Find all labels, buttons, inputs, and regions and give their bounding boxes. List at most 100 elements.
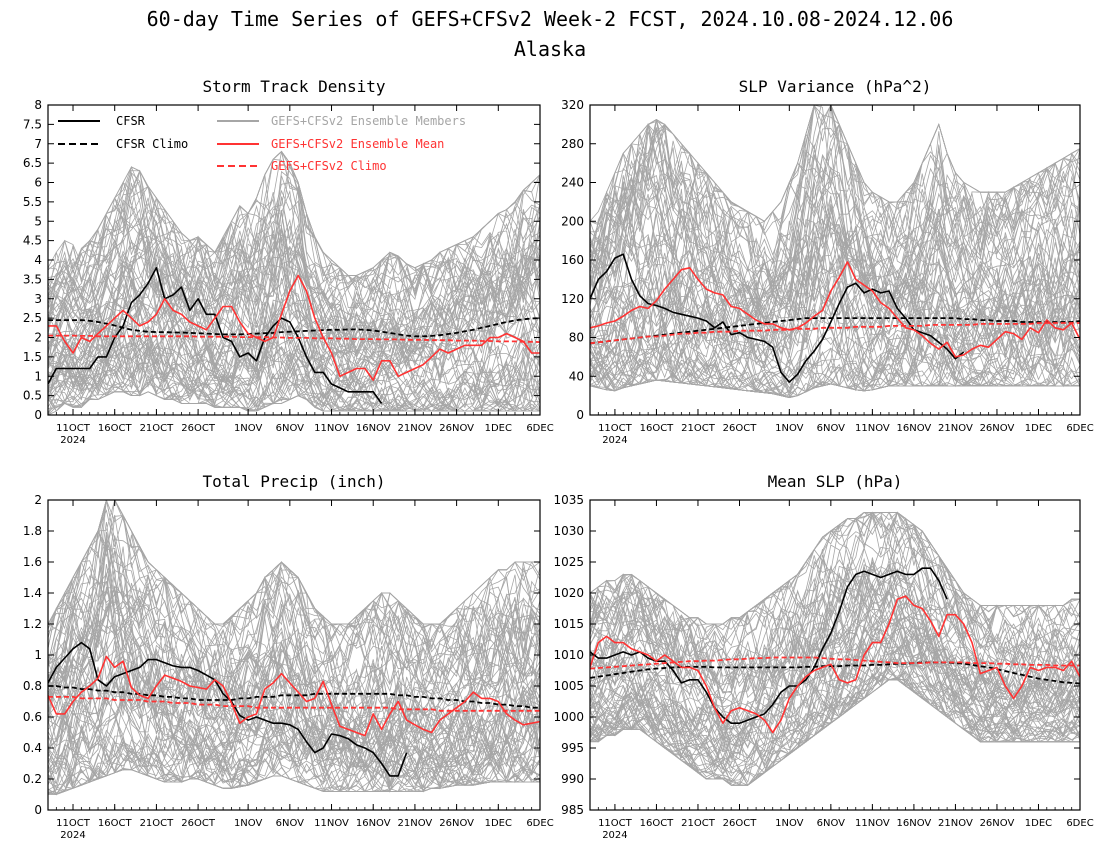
x-tick-label: 11NOV — [855, 423, 890, 434]
x-tick-label: 11OCT — [56, 818, 91, 829]
y-tick-label: 1020 — [553, 586, 584, 600]
member-line — [590, 678, 1080, 786]
series-line-ens-mean-mean-slp — [590, 595, 1080, 734]
member-line — [590, 561, 1080, 723]
x-tick-label: 16NOV — [897, 423, 932, 434]
member-line — [590, 300, 1080, 380]
member-line — [590, 599, 1080, 762]
y-tick-label: 1.4 — [23, 586, 42, 600]
panel-mean-slp: 985 990 995 1000 1005 1010 1015 1020 1025 1030 103… — [553, 472, 1093, 841]
member-line — [590, 635, 1080, 749]
plot-area-total-precip — [48, 500, 540, 796]
x-tick-label: 26OCT — [723, 423, 758, 434]
member-line — [48, 181, 540, 323]
series-line-ens-mean-slp-variance — [590, 261, 1080, 358]
y-tick-label: 1035 — [553, 493, 584, 507]
member-line — [48, 283, 540, 412]
member-line — [48, 734, 540, 793]
x-tick-label: 21NOV — [398, 423, 433, 434]
series-line-gefs-climo-slp-variance — [590, 322, 1080, 345]
member-line — [590, 554, 1080, 711]
x-tick-label: 16OCT — [98, 423, 133, 434]
x-tick-label: 21OCT — [681, 818, 716, 829]
y-tick-label: 200 — [561, 214, 584, 228]
ensemble-members-total-precip — [48, 500, 540, 796]
x-tick-label: 6NOV — [817, 818, 846, 829]
member-line — [48, 189, 540, 349]
x-tick-label: 16NOV — [897, 818, 932, 829]
x-tick-label: 26NOV — [439, 423, 474, 434]
y-tick-label: 0 — [34, 408, 42, 422]
x-tick-label: 6DEC — [1066, 423, 1093, 434]
y-tick-label: 1015 — [553, 617, 584, 631]
y-tick-label: 240 — [561, 176, 584, 190]
x-tick-label: 1DEC — [1025, 818, 1052, 829]
member-line — [590, 628, 1080, 785]
x-tick-label: 11OCT — [56, 423, 91, 434]
plot-area-slp-variance — [590, 105, 1080, 399]
x-year-label: 2024 — [602, 435, 627, 446]
series-line-cfsr-total-precip — [48, 641, 408, 777]
legend-label-gefs-climo: GEFS+CFSv2 Climo — [271, 159, 387, 173]
member-line — [590, 553, 1080, 766]
legend-label-cfsr: CFSR — [116, 114, 146, 128]
y-tick-label: 2 — [34, 493, 42, 507]
y-tick-label: 0 — [34, 803, 42, 817]
member-line — [48, 330, 540, 406]
member-line — [590, 623, 1080, 769]
y-tick-label: 7.5 — [23, 117, 42, 131]
member-line — [48, 529, 540, 694]
y-tick-label: 1 — [34, 648, 42, 662]
x-tick-label: 1NOV — [775, 818, 804, 829]
member-line — [590, 289, 1080, 392]
y-tick-label: 6.5 — [23, 156, 42, 170]
series-line-cfsr-climo-total-precip — [48, 685, 540, 709]
member-line — [48, 663, 540, 774]
series-line-ens-mean-total-precip — [48, 655, 540, 737]
x-tick-label: 26NOV — [980, 423, 1015, 434]
y-tick-label: 8 — [34, 98, 42, 112]
x-tick-label: 26NOV — [439, 818, 474, 829]
y-tick-label: 0.2 — [23, 772, 42, 786]
member-line — [590, 281, 1080, 399]
member-line — [590, 166, 1080, 313]
member-line — [48, 680, 540, 789]
member-line — [48, 698, 540, 793]
x-tick-label: 11OCT — [598, 423, 633, 434]
y-tick-label: 120 — [561, 292, 584, 306]
x-tick-label: 6DEC — [526, 818, 553, 829]
member-line — [590, 124, 1080, 299]
member-line — [48, 254, 540, 402]
y-tick-label: 1.8 — [23, 524, 42, 538]
y-tick-label: 1010 — [553, 648, 584, 662]
member-line — [590, 511, 1080, 687]
panel-slp-variance: 0 40 80 120 160 200 240 280 320 11OCT 16OCT 21OCT 26… — [561, 77, 1094, 446]
member-line — [590, 268, 1080, 396]
member-line — [48, 573, 540, 789]
member-line — [48, 220, 540, 401]
member-line — [590, 575, 1080, 715]
y-tick-label: 320 — [561, 98, 584, 112]
series-line-gefs-climo-storm-track — [48, 334, 540, 343]
x-year-label: 2024 — [60, 435, 85, 446]
panel-title-storm-track: Storm Track Density — [202, 77, 385, 96]
member-line — [48, 166, 540, 318]
y-tick-label: 1000 — [553, 710, 584, 724]
x-tick-label: 1DEC — [485, 423, 512, 434]
member-line — [48, 208, 540, 355]
y-tick-label: 1025 — [553, 555, 584, 569]
series-line-gefs-climo-mean-slp — [590, 656, 1080, 670]
member-line — [48, 680, 540, 792]
member-line — [590, 247, 1080, 395]
member-line — [48, 566, 540, 722]
y-tick-label: 0.6 — [23, 710, 42, 724]
x-tick-label: 21OCT — [140, 818, 175, 829]
y-tick-label: 6 — [34, 176, 42, 190]
x-tick-label: 11OCT — [598, 818, 633, 829]
series-line-cfsr-mean-slp — [590, 567, 948, 725]
y-tick-label: 160 — [561, 253, 584, 267]
member-line — [48, 700, 540, 792]
member-line — [48, 509, 540, 674]
series-line-cfsr-storm-track — [48, 266, 383, 404]
member-line — [48, 166, 540, 316]
